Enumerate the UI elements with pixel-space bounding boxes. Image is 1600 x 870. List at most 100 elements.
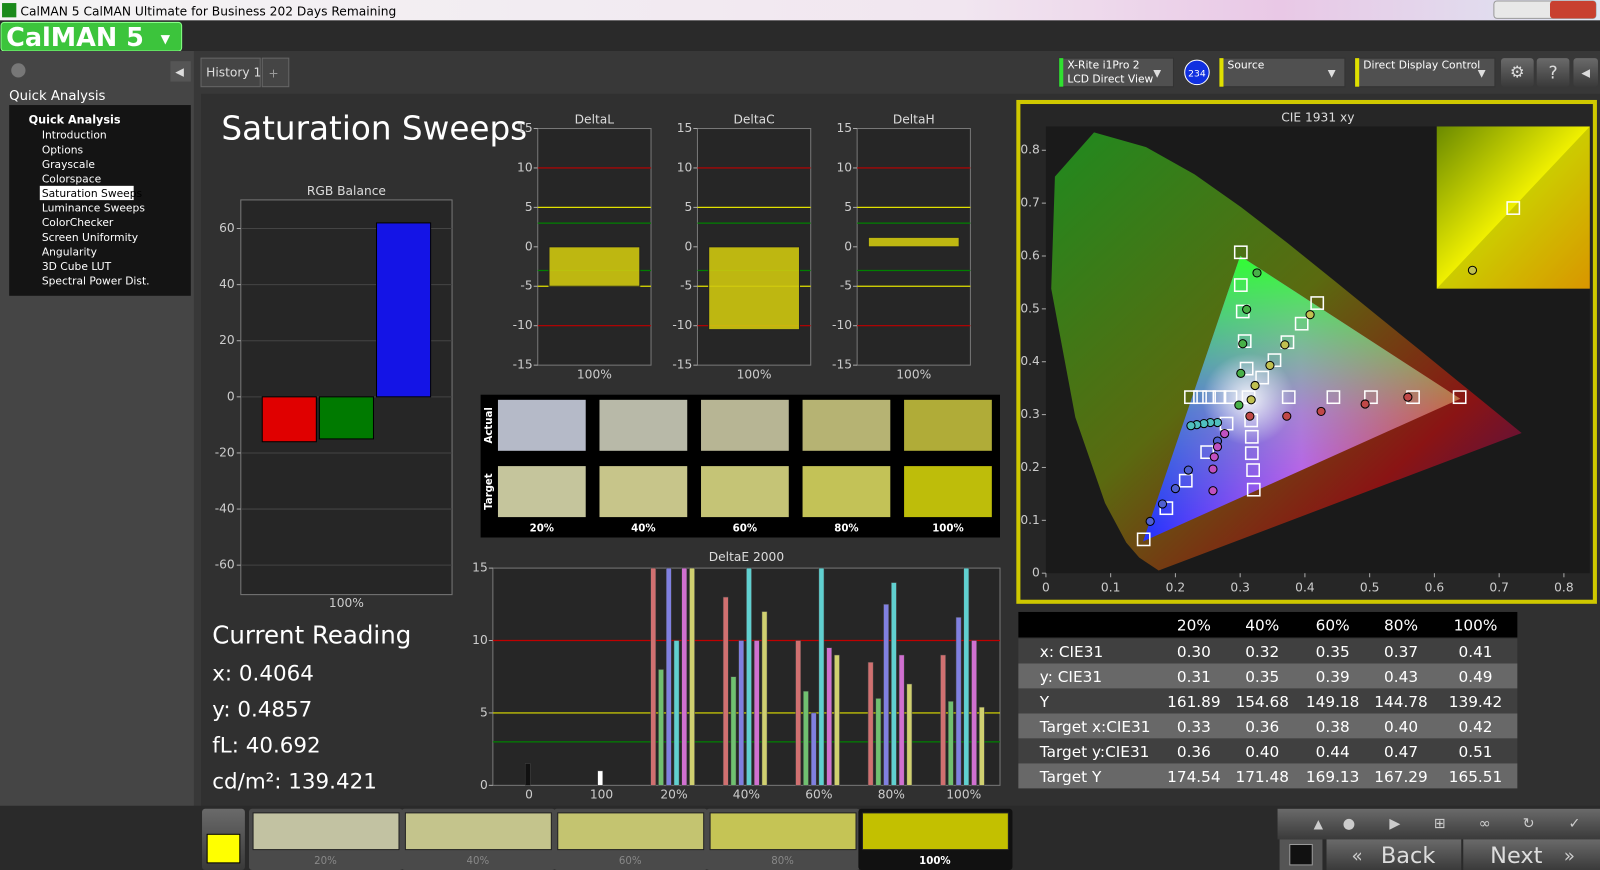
x-tick-label: 40% — [733, 788, 760, 802]
row-label: x: CIE31 — [1040, 643, 1103, 661]
y-tick-label: -5 — [680, 279, 692, 293]
logo[interactable]: CalMAN 5 — [6, 23, 144, 53]
nav-item[interactable]: Options — [42, 143, 84, 156]
refresh-icon[interactable]: ↻ — [1523, 816, 1535, 832]
add-tab[interactable] — [261, 57, 290, 88]
table-row — [1018, 713, 1518, 739]
target-swatch — [701, 466, 789, 518]
swatch-label: 40% — [631, 523, 655, 534]
play-icon[interactable]: ▶ — [1389, 816, 1400, 832]
cell: 0.33 — [1177, 718, 1211, 736]
x-tick-label: 20% — [660, 788, 687, 802]
reading-marker — [1183, 465, 1193, 475]
strip-swatch — [252, 812, 400, 851]
arrow-icon: ◀ — [1581, 66, 1590, 79]
reading-marker — [1250, 380, 1260, 391]
nav-item[interactable]: Angularity — [42, 245, 98, 258]
target-swatch — [599, 466, 688, 518]
cell: 0.37 — [1384, 643, 1418, 661]
nav-item[interactable]: 3D Cube LUT — [42, 260, 112, 273]
target-marker — [1178, 473, 1193, 488]
cie-zoom-shade — [1436, 126, 1590, 289]
sidebar-pin[interactable] — [11, 63, 26, 78]
reading-value: fL: 40.692 — [212, 733, 320, 758]
cie-zoom-reading — [1467, 265, 1478, 275]
x-tick-label: 100% — [577, 367, 612, 381]
nav-item[interactable]: Luminance Sweeps — [42, 202, 145, 215]
bar — [658, 669, 664, 786]
x-tick-label: 60% — [805, 788, 832, 802]
bar — [261, 396, 317, 443]
nav-item[interactable]: Saturation Sweeps — [42, 187, 143, 200]
title-bar — [0, 0, 1600, 21]
nav-item[interactable]: Grayscale — [42, 158, 96, 171]
settings-button[interactable] — [1501, 58, 1534, 87]
range-icon[interactable]: ⊞ — [1434, 816, 1446, 832]
back-label[interactable]: Back — [1381, 843, 1435, 869]
cell: 169.13 — [1306, 768, 1360, 786]
close-button[interactable] — [1550, 1, 1596, 19]
check-icon[interactable]: ✓ — [1569, 816, 1581, 832]
y-tick-label: -40 — [215, 502, 235, 516]
nav-item[interactable]: Screen Uniformity — [42, 231, 139, 244]
target-marker — [1244, 446, 1259, 461]
y-tick-label: 0.3 — [1020, 407, 1039, 421]
y-tick-label: 5 — [844, 200, 852, 214]
column-header: 40% — [1245, 616, 1279, 634]
x-tick-label: 100 — [590, 788, 613, 802]
nav-item[interactable]: Spectral Power Dist. — [42, 275, 150, 288]
control-bar[interactable] — [1277, 808, 1600, 840]
cell: 139.42 — [1449, 693, 1503, 711]
cie-zoom-target — [1506, 201, 1521, 215]
cell: 171.48 — [1235, 768, 1289, 786]
bar — [753, 640, 760, 786]
table-row — [1018, 638, 1518, 664]
nav-item[interactable]: Colorspace — [42, 172, 102, 185]
tab-label[interactable]: History 1 — [206, 65, 261, 79]
source-status — [1219, 58, 1224, 87]
y-tick-label: 0.6 — [1020, 248, 1040, 262]
nav-item[interactable]: Introduction — [42, 129, 107, 142]
column-header: 60% — [1316, 616, 1350, 634]
cell: 174.54 — [1167, 768, 1221, 786]
bar — [867, 661, 874, 786]
collapse-button[interactable] — [1573, 58, 1598, 87]
next-label[interactable]: Next — [1490, 843, 1542, 869]
actual-swatch — [599, 399, 688, 451]
x-tick-label: 0.2 — [1166, 581, 1185, 595]
table-row — [1018, 763, 1518, 789]
up-icon[interactable]: ▲ — [1314, 817, 1324, 831]
cell: 0.43 — [1384, 668, 1418, 686]
cell: 167.29 — [1374, 768, 1428, 786]
loop-icon[interactable]: ∞ — [1479, 816, 1491, 832]
tab[interactable] — [200, 57, 261, 88]
meter-badge[interactable] — [1184, 59, 1210, 86]
strip-swatch — [861, 812, 1009, 851]
reading-marker — [1236, 368, 1246, 378]
y-tick-label: -15 — [832, 358, 852, 372]
back-icon: « — [1352, 846, 1363, 867]
chart-title: CIE 1931 xy — [1281, 110, 1354, 124]
back-button[interactable] — [1326, 839, 1462, 870]
bar — [867, 236, 960, 248]
next-button[interactable] — [1463, 839, 1600, 870]
display-select[interactable] — [1354, 57, 1496, 88]
reading-marker — [1238, 339, 1248, 349]
cell: 0.36 — [1177, 743, 1211, 761]
row-label: Target y:CIE31 — [1039, 743, 1150, 761]
x-tick-label: 100% — [737, 367, 772, 381]
help-button[interactable] — [1536, 58, 1570, 87]
display-label: Direct Display Control — [1363, 58, 1480, 71]
y-tick-label: 5 — [480, 705, 488, 719]
nav-item[interactable]: ColorChecker — [42, 216, 114, 229]
bar — [898, 654, 905, 786]
cell: 0.35 — [1245, 668, 1279, 686]
reading-marker — [1208, 464, 1218, 474]
sidebar-collapse[interactable] — [170, 61, 191, 82]
logo-caret: ▼ — [161, 32, 171, 46]
y-tick-label: 0 — [685, 239, 693, 253]
pause-icon[interactable]: ● — [1343, 816, 1355, 832]
strip-swatch — [557, 812, 705, 851]
source-select[interactable] — [1218, 57, 1346, 88]
bar — [963, 567, 970, 786]
